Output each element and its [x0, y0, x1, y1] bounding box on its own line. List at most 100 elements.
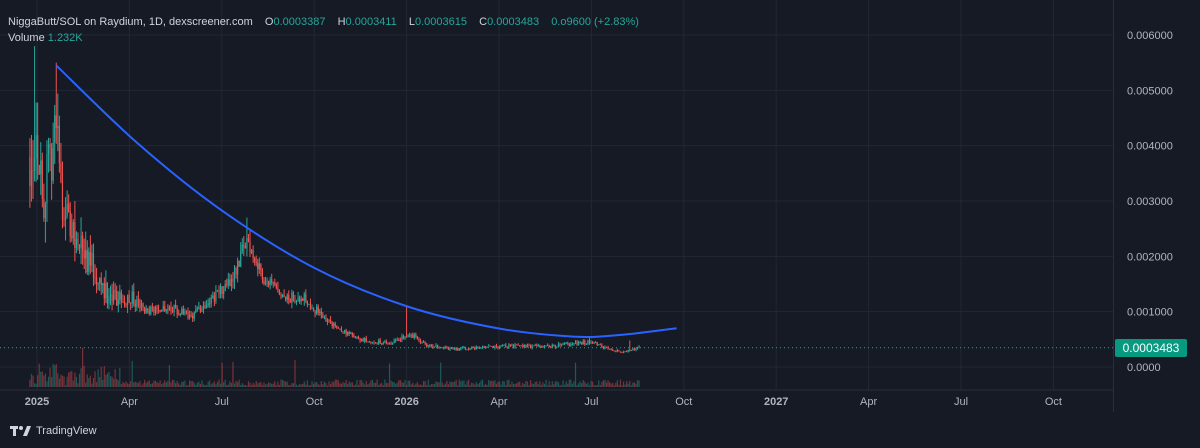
candle-body — [602, 347, 605, 349]
volume-bar — [247, 381, 250, 387]
volume-bar — [419, 384, 422, 387]
volume-bar — [316, 382, 318, 387]
volume-bar — [181, 381, 183, 387]
volume-bar — [384, 379, 386, 387]
volume-bar — [272, 383, 274, 387]
candle-body — [393, 340, 395, 343]
volume-bar — [426, 384, 428, 387]
candle-body — [95, 277, 98, 285]
candle-body — [247, 238, 250, 242]
candle-body — [271, 279, 273, 283]
plot-area[interactable] — [0, 0, 1114, 412]
candle-body — [229, 279, 231, 287]
volume-bar — [368, 383, 370, 387]
candle-body — [140, 303, 143, 309]
volume-bar — [427, 379, 429, 387]
volume-bar — [430, 384, 432, 387]
volume-bar — [148, 380, 150, 387]
volume-bar — [210, 384, 212, 387]
candle-body — [219, 286, 222, 294]
volume-bar — [150, 383, 152, 387]
volume-bar — [359, 379, 361, 387]
candle-body — [590, 342, 592, 344]
volume-bar — [66, 376, 68, 387]
volume-bar — [139, 380, 141, 387]
candle-body — [444, 347, 446, 349]
volume-bar — [491, 380, 493, 387]
volume-bar — [534, 381, 536, 387]
candle-body — [44, 203, 47, 218]
volume-bar — [626, 381, 628, 387]
candle-body — [233, 268, 236, 282]
volume-bar — [401, 382, 403, 387]
x-tick-label: Oct — [675, 396, 692, 408]
volume-bar — [182, 381, 184, 387]
volume-bar — [471, 382, 473, 387]
candle-body — [435, 344, 437, 347]
volume-value: 1.232K — [47, 32, 83, 44]
volume-bar — [396, 382, 398, 387]
candle-body — [240, 251, 242, 267]
volume-bar — [269, 382, 271, 387]
volume-bar — [295, 384, 298, 387]
candle-body — [371, 342, 374, 344]
candle-body — [258, 263, 260, 270]
volume-bar — [436, 382, 439, 387]
volume-bar — [579, 381, 581, 387]
candle-body — [187, 311, 189, 319]
candle-body — [78, 244, 81, 248]
candle-body — [516, 344, 518, 346]
candle-body — [145, 308, 147, 313]
volume-bar — [38, 363, 40, 387]
volume-bar — [241, 383, 243, 387]
candle-body — [35, 135, 37, 159]
volume-bar — [333, 381, 335, 387]
candle-body — [529, 345, 532, 349]
candle-body — [268, 281, 270, 286]
low-value: 0.0003615 — [414, 16, 467, 28]
volume-bar — [113, 378, 115, 387]
volume-bar — [187, 384, 189, 387]
candle-body — [469, 348, 471, 350]
volume-bar — [542, 382, 544, 387]
volume-bar — [207, 381, 209, 387]
volume-bar — [305, 384, 307, 387]
x-tick-label: Oct — [1045, 396, 1062, 408]
volume-bar — [100, 366, 102, 387]
volume-bar — [131, 360, 133, 387]
volume-bar — [485, 383, 487, 387]
candle-body — [405, 336, 408, 338]
volume-bar — [266, 384, 268, 387]
candle-body — [348, 332, 350, 334]
y-tick-label: 0.002000 — [1127, 251, 1173, 263]
volume-bar — [275, 385, 277, 387]
volume-bar — [30, 373, 33, 387]
candle-body — [99, 277, 101, 284]
candle-body — [481, 346, 484, 349]
candle-body — [162, 306, 164, 310]
volume-bar — [416, 382, 419, 387]
candle-body — [325, 317, 327, 322]
candle-body — [537, 345, 539, 347]
candle-body — [278, 291, 281, 295]
candle-body — [309, 303, 312, 310]
volume-bar — [44, 373, 47, 387]
volume-bar — [500, 384, 502, 387]
volume-bar — [244, 384, 246, 387]
candle-body — [157, 310, 160, 311]
volume-bar — [116, 378, 118, 387]
volume-bar — [621, 385, 623, 387]
candle-body — [376, 342, 378, 344]
candle-body — [382, 342, 384, 344]
volume-bar — [156, 381, 158, 387]
candle-body — [347, 332, 349, 335]
brand[interactable]: TradingView — [10, 425, 97, 437]
candle-body — [505, 344, 507, 348]
volume-bar — [553, 384, 555, 387]
candle-body — [416, 336, 419, 340]
candle-body — [165, 309, 167, 312]
volume-bar — [382, 385, 384, 387]
volume-bar — [161, 384, 163, 387]
volume-bar — [328, 381, 330, 387]
